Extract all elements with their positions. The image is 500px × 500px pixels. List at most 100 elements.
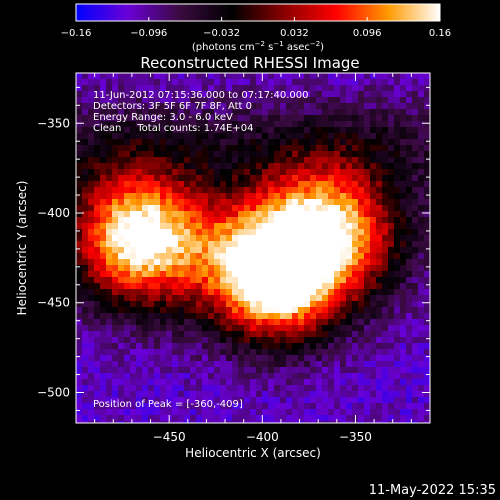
heatmap-cell	[124, 115, 130, 121]
heatmap-cell	[364, 223, 370, 229]
heatmap-cell	[190, 163, 196, 169]
heatmap-cell	[424, 211, 430, 217]
heatmap-cell	[190, 169, 196, 175]
heatmap-cell	[298, 193, 304, 199]
heatmap-cell	[184, 145, 190, 151]
heatmap-cell	[328, 421, 334, 423]
heatmap-cell	[256, 295, 262, 301]
heatmap-cell	[160, 241, 166, 247]
heatmap-cell	[394, 79, 400, 85]
heatmap-cell	[178, 121, 184, 127]
heatmap-cell	[214, 169, 220, 175]
heatmap-cell	[154, 295, 160, 301]
heatmap-cell	[190, 403, 196, 409]
heatmap-cell	[418, 319, 424, 325]
heatmap-cell	[106, 169, 112, 175]
heatmap-cell	[112, 409, 118, 415]
heatmap-cell	[154, 211, 160, 217]
heatmap-cell	[94, 157, 100, 163]
heatmap-cell	[394, 169, 400, 175]
heatmap-cell	[232, 271, 238, 277]
heatmap-cell	[214, 319, 220, 325]
heatmap-cell	[130, 421, 136, 423]
heatmap-cell	[292, 283, 298, 289]
heatmap-cell	[406, 325, 412, 331]
heatmap-cell	[376, 115, 382, 121]
heatmap-cell	[256, 229, 262, 235]
heatmap-cell	[124, 199, 130, 205]
heatmap-cell	[376, 193, 382, 199]
heatmap-cell	[316, 79, 322, 85]
heatmap-cell	[238, 289, 244, 295]
heatmap-cell	[298, 325, 304, 331]
heatmap-cell	[310, 127, 316, 133]
heatmap-cell	[328, 181, 334, 187]
heatmap-cell	[292, 343, 298, 349]
heatmap-cell	[94, 211, 100, 217]
heatmap-cell	[88, 265, 94, 271]
heatmap-cell	[220, 301, 226, 307]
heatmap-cell	[268, 127, 274, 133]
heatmap-cell	[340, 151, 346, 157]
heatmap-cell	[124, 325, 130, 331]
heatmap-cell	[178, 343, 184, 349]
heatmap-cell	[370, 253, 376, 259]
heatmap-cell	[280, 253, 286, 259]
heatmap-cell	[244, 151, 250, 157]
heatmap-cell	[238, 283, 244, 289]
heatmap-cell	[172, 313, 178, 319]
heatmap-cell	[400, 163, 406, 169]
heatmap-cell	[322, 265, 328, 271]
heatmap-cell	[316, 91, 322, 97]
heatmap-cell	[94, 193, 100, 199]
heatmap-cell	[370, 421, 376, 423]
heatmap-cell	[136, 217, 142, 223]
heatmap-cell	[160, 397, 166, 403]
heatmap-cell	[292, 337, 298, 343]
heatmap-cell	[262, 343, 268, 349]
heatmap-cell	[196, 313, 202, 319]
heatmap-cell	[418, 73, 424, 79]
heatmap-cell	[322, 151, 328, 157]
heatmap-cell	[100, 163, 106, 169]
heatmap-cell	[196, 367, 202, 373]
heatmap-cell	[352, 151, 358, 157]
heatmap-cell	[124, 373, 130, 379]
heatmap-cell	[190, 325, 196, 331]
heatmap-cell	[406, 421, 412, 423]
heatmap-cell	[388, 97, 394, 103]
heatmap-cell	[364, 193, 370, 199]
heatmap-cell	[166, 307, 172, 313]
heatmap-cell	[292, 121, 298, 127]
heatmap-cell	[250, 103, 256, 109]
heatmap-cell	[304, 127, 310, 133]
heatmap-cell	[88, 205, 94, 211]
heatmap-cell	[196, 283, 202, 289]
heatmap-cell	[394, 259, 400, 265]
colorbar-units: (photons cm−2 s−1 asec−2)	[192, 40, 324, 53]
heatmap-cell	[82, 361, 88, 367]
heatmap-cell	[166, 325, 172, 331]
heatmap-cell	[370, 235, 376, 241]
heatmap-cell	[322, 109, 328, 115]
heatmap-cell	[94, 373, 100, 379]
heatmap-cell	[304, 235, 310, 241]
heatmap-cell	[118, 319, 124, 325]
heatmap-cell	[424, 139, 430, 145]
heatmap-cell	[82, 403, 88, 409]
heatmap-cell	[76, 91, 82, 97]
heatmap-cell	[166, 283, 172, 289]
heatmap-cell	[262, 73, 268, 79]
heatmap-cell	[256, 409, 262, 415]
heatmap-cell	[154, 385, 160, 391]
heatmap-cell	[214, 73, 220, 79]
heatmap-cell	[376, 211, 382, 217]
heatmap-cell	[166, 79, 172, 85]
heatmap-cell	[214, 211, 220, 217]
heatmap-cell	[250, 175, 256, 181]
heatmap-cell	[406, 367, 412, 373]
heatmap-cell	[388, 73, 394, 79]
heatmap-cell	[268, 259, 274, 265]
heatmap-cell	[268, 409, 274, 415]
heatmap-cell	[406, 247, 412, 253]
